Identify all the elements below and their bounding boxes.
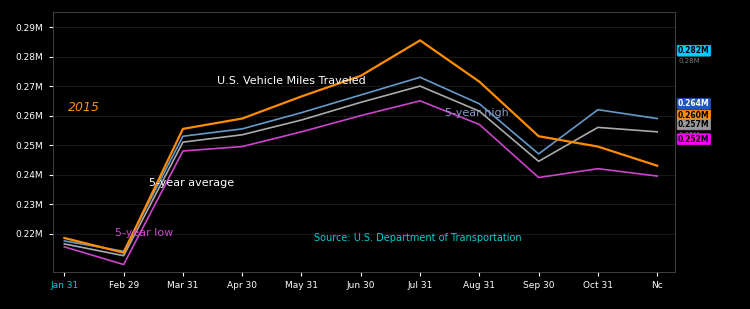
Text: 2015: 2015 bbox=[68, 101, 100, 114]
Text: Source: U.S. Department of Transportation: Source: U.S. Department of Transportatio… bbox=[314, 233, 521, 243]
Text: 5-year low: 5-year low bbox=[115, 228, 173, 238]
Text: 5-year high: 5-year high bbox=[445, 108, 509, 118]
Text: 0.260M: 0.260M bbox=[678, 111, 710, 120]
Text: 0.25M: 0.25M bbox=[678, 132, 700, 138]
Text: 0.28M: 0.28M bbox=[678, 58, 700, 64]
Text: U.S. Vehicle Miles Traveled: U.S. Vehicle Miles Traveled bbox=[217, 76, 366, 86]
Text: 0.257M: 0.257M bbox=[678, 120, 710, 129]
Text: 0.282M: 0.282M bbox=[678, 46, 710, 55]
Text: 0.264M: 0.264M bbox=[678, 99, 710, 108]
Text: 0.252M: 0.252M bbox=[678, 135, 710, 144]
Text: 5-year average: 5-year average bbox=[149, 178, 234, 188]
